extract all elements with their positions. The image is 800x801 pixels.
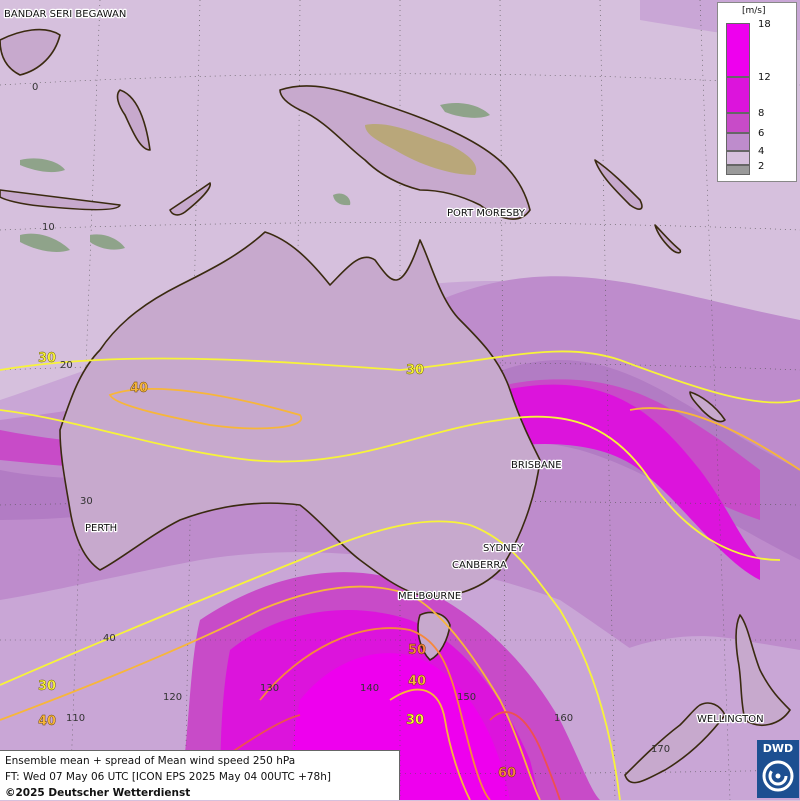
legend-swatch-12 (726, 77, 750, 113)
svg-text:CANBERRA: CANBERRA (452, 560, 507, 571)
contour-label-50: 50 (408, 643, 426, 658)
sulawesi-outline (116, 89, 151, 151)
contour-40-south (0, 585, 541, 800)
legend-tick-18: 18 (758, 19, 771, 30)
legend-swatch-4 (726, 151, 750, 165)
contour-40-east (629, 407, 800, 471)
wind-contours (0, 350, 800, 800)
legend-unit: [m/s] (742, 6, 766, 16)
city-label-canberra: CANBERRA (452, 560, 507, 571)
legend-tick-4: 4 (758, 146, 765, 157)
lat-label: 30 (80, 496, 93, 507)
legend-swatch-2 (726, 165, 750, 175)
timor-outline (169, 182, 211, 216)
city-label-brisbane: BRISBANE (511, 460, 562, 471)
lon-label: 110 (66, 713, 85, 724)
lon-label: 140 (360, 683, 379, 694)
lat-label: 40 (103, 633, 116, 644)
lon-label: 130 (260, 683, 279, 694)
cities: BANDAR SERI BEGAWAN BANDAR SERI BEGAWAN … (3, 8, 765, 727)
color-legend: [m/s] 18 12 8 6 4 2 (717, 2, 797, 182)
legend-swatch-8 (726, 113, 750, 133)
lat-label: 0 (32, 82, 38, 93)
solomons-outline (594, 159, 643, 210)
city-label-melbourne: MELBOURNE (398, 591, 461, 602)
contour-labels: 30 30 40 30 40 50 40 30 60 (38, 351, 516, 781)
contour-label-30: 30 (38, 351, 56, 366)
dwd-logo: DWD (757, 740, 799, 798)
contour-30-mid (0, 409, 781, 561)
contour-30-north (0, 350, 800, 404)
terrain-highlands (20, 103, 490, 253)
swirl-icon (762, 760, 794, 792)
city-label-sydney: SYDNEY (483, 543, 524, 554)
legend-tick-6: 6 (758, 128, 765, 139)
contour-label-30: 30 (406, 363, 424, 378)
svg-text:SYDNEY: SYDNEY (483, 543, 524, 554)
dwd-logo-text: DWD (762, 742, 794, 755)
new-zealand-south-outline (624, 702, 726, 784)
contour-label-40: 40 (38, 714, 56, 729)
legend-tick-12: 12 (758, 72, 771, 83)
java-outline (0, 189, 121, 211)
lat-label: 10 (42, 222, 55, 233)
city-label-perth: PERTH (85, 523, 117, 534)
legend-swatch-18 (726, 23, 750, 77)
contour-label-40: 40 (408, 674, 426, 689)
lon-label: 160 (554, 713, 573, 724)
grid-labels: 0 10 20 30 40 110 120 130 140 150 160 17… (32, 82, 670, 755)
new-zealand-north-outline (735, 614, 791, 726)
svg-text:MELBOURNE: MELBOURNE (398, 591, 461, 602)
new-caledonia-outline (689, 391, 726, 423)
caption-forecast-time: FT: Wed 07 May 06 UTC [ICON EPS 2025 May… (5, 771, 331, 783)
borneo-outline (0, 28, 61, 76)
legend-tick-2: 2 (758, 161, 765, 172)
lon-label: 150 (457, 692, 476, 703)
legend-swatch-6 (726, 133, 750, 151)
caption-copyright: ©2025 Deutscher Wetterdienst (5, 787, 191, 799)
svg-text:PERTH: PERTH (85, 523, 117, 534)
contour-label-60: 60 (498, 766, 516, 781)
lat-label: 20 (60, 360, 73, 371)
city-label-wellington: WELLINGTON (697, 714, 764, 725)
caption-title: Ensemble mean + spread of Mean wind spee… (5, 755, 296, 767)
contour-label-40: 40 (130, 381, 148, 396)
contour-30-south (0, 520, 621, 800)
svg-text:PORT MORESBY: PORT MORESBY (447, 208, 526, 219)
map-caption: Ensemble mean + spread of Mean wind spee… (0, 750, 400, 800)
contour-40-inner (389, 688, 471, 800)
contour-label-30: 30 (38, 679, 56, 694)
city-label-port-moresby: PORT MORESBY (447, 208, 526, 219)
tasmania-outline (417, 611, 451, 661)
svg-text:BRISBANE: BRISBANE (511, 460, 562, 471)
vanuatu-outline (654, 224, 682, 254)
legend-tick-8: 8 (758, 108, 765, 119)
lon-label: 170 (651, 744, 670, 755)
svg-text:BANDAR SERI BEGAWAN: BANDAR SERI BEGAWAN (4, 9, 126, 20)
lon-label: 120 (163, 692, 182, 703)
contour-60 (489, 711, 561, 800)
contour-50 (259, 627, 491, 800)
contour-label-30: 30 (406, 713, 424, 728)
contour-40-west (108, 388, 303, 430)
svg-text:WELLINGTON: WELLINGTON (697, 714, 764, 725)
city-label-bandar-seri-begawan: BANDAR SERI BEGAWAN (4, 9, 126, 20)
